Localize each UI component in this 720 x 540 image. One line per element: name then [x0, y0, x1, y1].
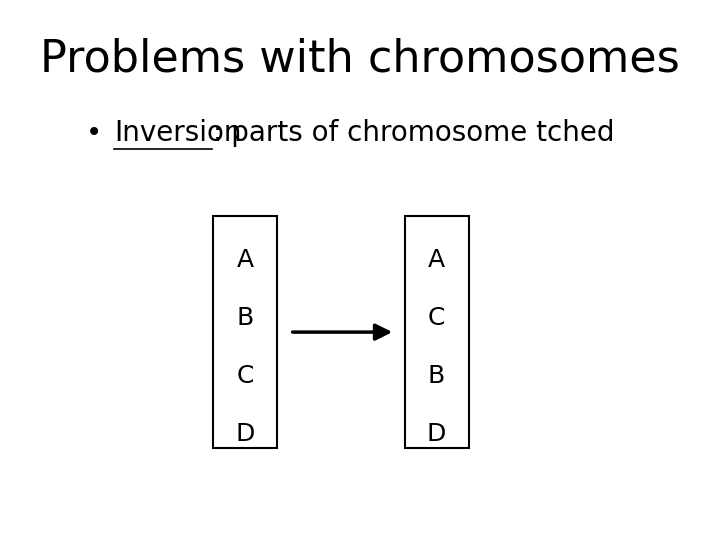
Text: : parts of chromosome tched: : parts of chromosome tched	[213, 119, 615, 147]
Text: D: D	[427, 422, 446, 446]
Text: A: A	[237, 247, 253, 272]
Bar	[405, 216, 469, 448]
Text: Inversion: Inversion	[114, 119, 242, 147]
Text: •: •	[86, 119, 111, 147]
Text: B: B	[428, 363, 445, 388]
Text: Problems with chromosomes: Problems with chromosomes	[40, 38, 680, 81]
Text: A: A	[428, 247, 445, 272]
Text: C: C	[428, 306, 445, 329]
Bar	[213, 216, 277, 448]
Text: D: D	[235, 422, 255, 446]
Text: C: C	[236, 363, 254, 388]
Text: B: B	[236, 306, 253, 329]
